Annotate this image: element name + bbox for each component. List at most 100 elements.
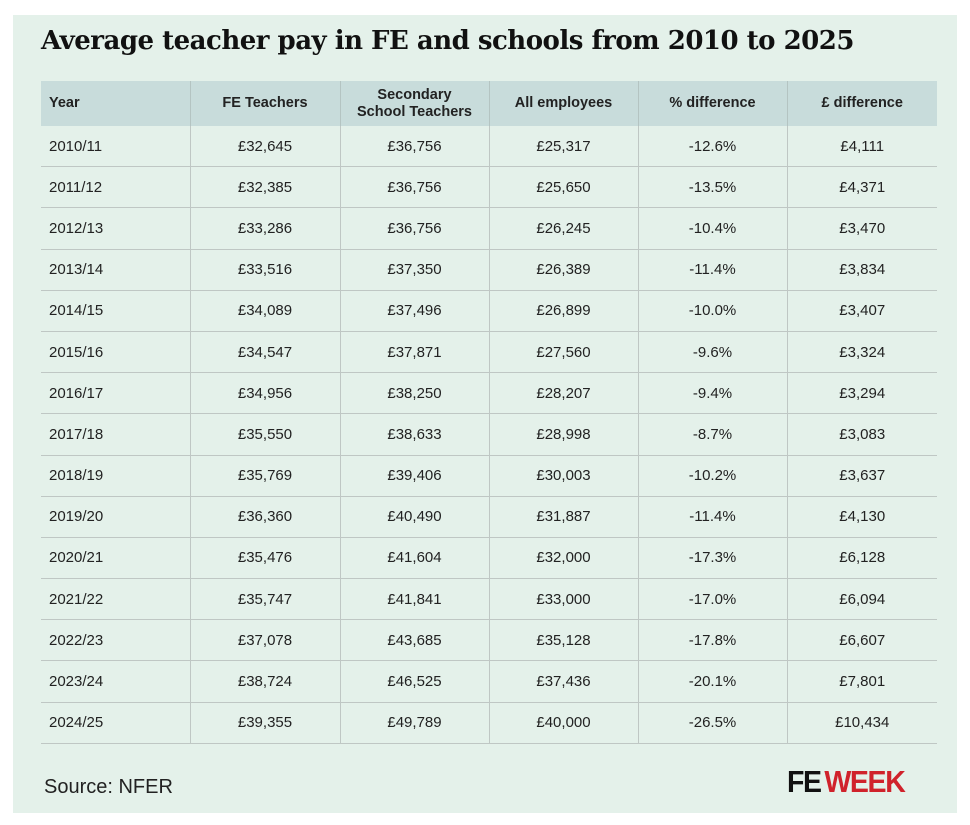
table-cell: 2014/15	[41, 290, 190, 332]
table-row: 2023/24 £38,724 £46,525 £37,436 -20.1% £7,801	[41, 660, 937, 703]
table-cell: £35,550	[189, 413, 340, 456]
table-cell: £34,089	[189, 290, 340, 332]
table-cell: £35,476	[189, 537, 340, 580]
table-cell: 2015/16	[41, 331, 190, 374]
table-row: 2013/14 £33,516 £37,350 £26,389 -11.4% £3,834	[41, 249, 937, 291]
table-row: 2015/16 £34,547 £37,871 £27,560 -9.6% £3,324	[41, 331, 937, 374]
column-header: All employees	[488, 81, 638, 126]
table-cell: £3,407	[786, 290, 937, 332]
logo-fe: FE	[787, 764, 822, 799]
table-row: 2020/21 £35,476 £41,604 £32,000 -17.3% £6,128	[41, 537, 937, 580]
table-cell: £4,130	[786, 496, 937, 538]
table-cell: £39,355	[189, 702, 340, 744]
table-cell: 2021/22	[41, 578, 190, 621]
table-cell: £38,633	[339, 413, 489, 456]
table-cell: £30,003	[488, 455, 638, 497]
table-cell: £37,078	[189, 619, 340, 662]
table-cell: £35,128	[488, 619, 638, 662]
table-cell: 2022/23	[41, 619, 190, 662]
table-row: 2012/13 £33,286 £36,756 £26,245 -10.4% £3,470	[41, 207, 937, 250]
table-row: 2021/22 £35,747 £41,841 £33,000 -17.0% £6,094	[41, 578, 937, 621]
table-cell: 2011/12	[41, 166, 190, 209]
table-cell: £4,371	[786, 166, 937, 209]
table-row: 2010/11 £32,645 £36,756 £25,317 -12.6% £4,111	[41, 126, 937, 168]
table-cell: £34,547	[189, 331, 340, 374]
table-cell: £3,083	[786, 413, 937, 456]
table-cell: £37,871	[339, 331, 489, 374]
table-cell: £36,756	[339, 126, 489, 168]
table-cell: 2010/11	[41, 126, 190, 168]
table-cell: -17.3%	[637, 537, 787, 580]
table-cell: £3,834	[786, 249, 937, 291]
table-cell: £27,560	[488, 331, 638, 374]
table-cell: £37,436	[488, 660, 638, 703]
table-cell: 2013/14	[41, 249, 190, 291]
table-row: 2022/23 £37,078 £43,685 £35,128 -17.8% £6,607	[41, 619, 937, 662]
table-cell: -26.5%	[637, 702, 787, 744]
table-cell: £33,516	[189, 249, 340, 291]
table-cell: -9.4%	[637, 372, 787, 415]
table-cell: -17.0%	[637, 578, 787, 621]
table-cell: £31,887	[488, 496, 638, 538]
table-cell: £10,434	[786, 702, 937, 744]
table-cell: 2017/18	[41, 413, 190, 456]
table-cell: £6,128	[786, 537, 937, 580]
table-cell: £35,769	[189, 455, 340, 497]
table-cell: -11.4%	[637, 249, 787, 291]
source-note: Source: NFER	[44, 776, 173, 798]
table-cell: £3,324	[786, 331, 937, 374]
table-cell: -10.0%	[637, 290, 787, 332]
table-row: 2017/18 £35,550 £38,633 £28,998 -8.7% £3,083	[41, 413, 937, 456]
table-row: 2018/19 £35,769 £39,406 £30,003 -10.2% £3,637	[41, 455, 937, 497]
column-header: FE Teachers	[189, 81, 340, 126]
table-cell: -9.6%	[637, 331, 787, 374]
table-row: 2019/20 £36,360 £40,490 £31,887 -11.4% £4,130	[41, 496, 937, 538]
table-cell: £26,389	[488, 249, 638, 291]
table-cell: £28,998	[488, 413, 638, 456]
table-cell: -13.5%	[637, 166, 787, 209]
table-cell: £38,724	[189, 660, 340, 703]
table-cell: £41,841	[339, 578, 489, 621]
logo-week: WEEK	[824, 764, 905, 799]
table-cell: £4,111	[786, 126, 937, 168]
table-cell: £40,000	[488, 702, 638, 744]
table-row: 2024/25 £39,355 £49,789 £40,000 -26.5% £10,43…	[41, 702, 937, 744]
table-cell: -8.7%	[637, 413, 787, 456]
table-row: 2016/17 £34,956 £38,250 £28,207 -9.4% £3,294	[41, 372, 937, 415]
table-row: 2014/15 £34,089 £37,496 £26,899 -10.0% £3,407	[41, 290, 937, 332]
table-cell: £6,094	[786, 578, 937, 621]
table-cell: 2024/25	[41, 702, 190, 744]
table-cell: £38,250	[339, 372, 489, 415]
table-cell: -17.8%	[637, 619, 787, 662]
table-cell: £36,756	[339, 207, 489, 250]
table-cell: £32,645	[189, 126, 340, 168]
pay-table: Year FE Teachers Secondary School Teachers A…	[41, 81, 937, 744]
page-title: Average teacher pay in FE and schools fr…	[41, 26, 854, 56]
table-cell: £37,496	[339, 290, 489, 332]
column-header: % difference	[637, 81, 787, 126]
fe-week-logo: FE WEEK	[787, 764, 906, 800]
table-cell: £36,360	[189, 496, 340, 538]
table-cell: £3,470	[786, 207, 937, 250]
table-cell: 2018/19	[41, 455, 190, 497]
table-cell: £6,607	[786, 619, 937, 662]
table-cell: -10.4%	[637, 207, 787, 250]
table-cell: £35,747	[189, 578, 340, 621]
table-cell: £28,207	[488, 372, 638, 415]
table-cell: -20.1%	[637, 660, 787, 703]
column-header: Year	[41, 81, 190, 126]
table-cell: -11.4%	[637, 496, 787, 538]
table-cell: £46,525	[339, 660, 489, 703]
table-cell: £49,789	[339, 702, 489, 744]
table-cell: 2012/13	[41, 207, 190, 250]
table-cell: 2019/20	[41, 496, 190, 538]
table-cell: 2016/17	[41, 372, 190, 415]
table-cell: £3,294	[786, 372, 937, 415]
table-cell: £25,650	[488, 166, 638, 209]
column-header: Secondary School Teachers	[339, 81, 489, 126]
table-cell: £26,245	[488, 207, 638, 250]
table-cell: -10.2%	[637, 455, 787, 497]
table-cell: 2020/21	[41, 537, 190, 580]
table-cell: £25,317	[488, 126, 638, 168]
table-cell: £33,000	[488, 578, 638, 621]
